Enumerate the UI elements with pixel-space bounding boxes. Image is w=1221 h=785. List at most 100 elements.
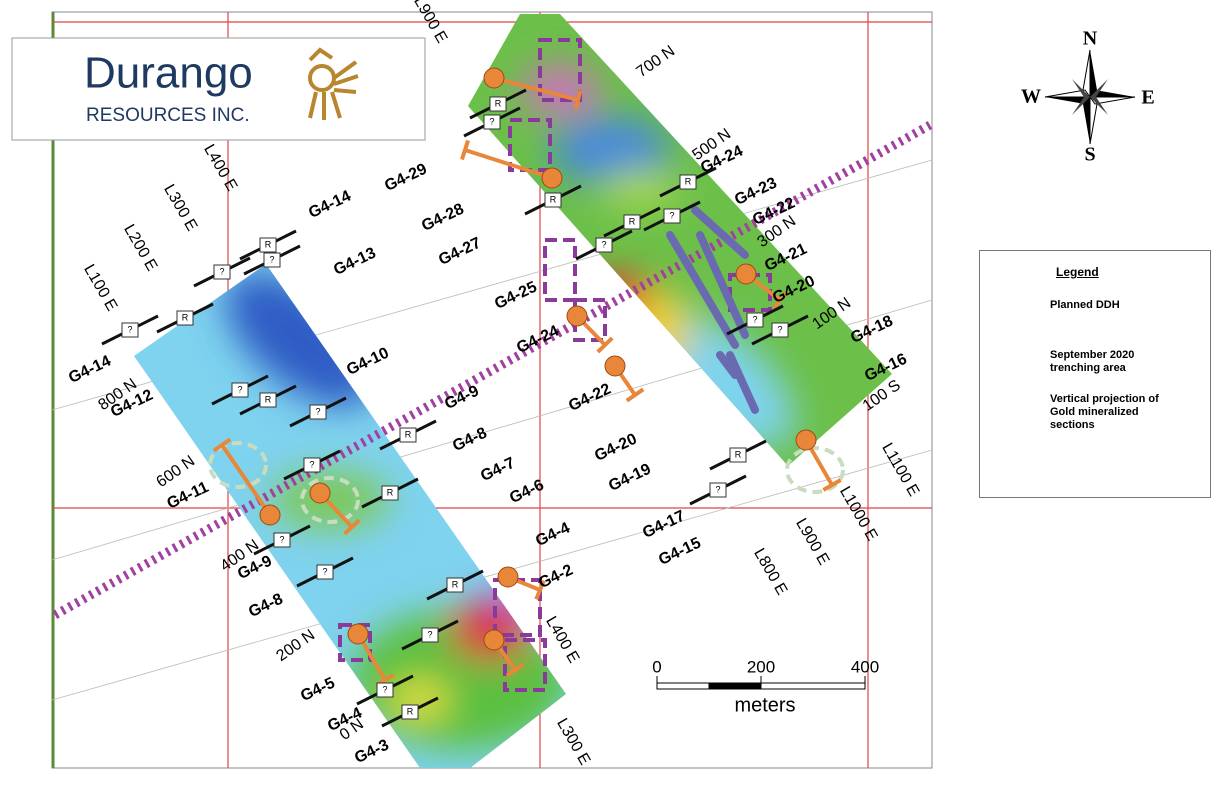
ddh-cap [212, 437, 232, 453]
ddh-collar [483, 67, 505, 89]
station-box [263, 252, 281, 268]
station-box [679, 174, 697, 190]
station-box [259, 392, 277, 408]
station-label: ? [219, 266, 224, 276]
legend: Legend Planned DDH September 2020 trench… [979, 250, 1211, 498]
ddh-cap [534, 579, 546, 601]
mineralized-section [538, 38, 582, 102]
station-label: R [387, 487, 394, 497]
logo-subtitle: RESOURCES INC. [86, 105, 250, 126]
survey-features: ?R?R??R?R?R??R?R?R?R?R?R??R? [101, 38, 845, 728]
ddh-cap [505, 662, 525, 678]
scale-tick: 400 [851, 657, 879, 676]
station-box [231, 382, 249, 398]
station-label: R [735, 449, 742, 459]
station-box [595, 237, 613, 253]
ddh-collar [497, 566, 519, 588]
station-box [259, 237, 277, 253]
ghost-target [785, 446, 845, 494]
station-box [729, 447, 747, 463]
station-label: R [405, 429, 412, 439]
station-box [121, 322, 139, 338]
station-box [316, 564, 334, 580]
station-box [709, 482, 727, 498]
trench [696, 231, 749, 339]
station-label: ? [752, 314, 757, 324]
station-label: R [495, 98, 502, 108]
scale-tick: 0 [652, 657, 661, 676]
station-label: R [265, 394, 272, 404]
station-label: ? [237, 384, 242, 394]
ddh-cap [343, 518, 361, 536]
station-label: R [685, 176, 692, 186]
station-label: ? [601, 239, 606, 249]
station-label: ? [127, 324, 132, 334]
mineralized-section [543, 238, 577, 302]
ddh-cap [573, 89, 583, 111]
station-label: R [265, 239, 272, 249]
ddh-collar [566, 305, 588, 327]
station-box [544, 192, 562, 208]
trench [691, 206, 749, 259]
ddh-collar [347, 623, 369, 645]
trench [716, 351, 739, 379]
ddh-cap [822, 478, 842, 492]
station-box [623, 214, 641, 230]
station-label: ? [315, 406, 320, 416]
station-box [273, 532, 291, 548]
ghost-target [300, 476, 360, 524]
station-box [421, 627, 439, 643]
ddh-cap [460, 139, 470, 161]
station-label: ? [382, 684, 387, 694]
ddh-cap [625, 387, 645, 403]
ddh-collar [483, 629, 505, 651]
logo-icon [308, 47, 359, 120]
ddh-collar [541, 167, 563, 189]
legend-item: September 2020 trenching area [1050, 349, 1135, 374]
logo-name: Durango [84, 49, 253, 98]
ddh-trace [493, 76, 579, 102]
ghost-target [208, 441, 268, 489]
station-box [663, 208, 681, 224]
station-box [213, 264, 231, 280]
compass-east: E [1141, 87, 1154, 109]
station-box [746, 312, 764, 328]
station-label: ? [269, 254, 274, 264]
station-box [176, 310, 194, 326]
ddh-trace [464, 148, 553, 180]
station-box [489, 96, 507, 112]
scale-tick: 200 [747, 657, 775, 676]
station-box [376, 682, 394, 698]
ddh-collar [735, 263, 757, 285]
station-label: ? [669, 210, 674, 220]
station-box [381, 485, 399, 501]
station-box [309, 404, 327, 420]
station-box [401, 704, 419, 720]
trench [666, 231, 739, 349]
station-label: ? [279, 534, 284, 544]
station-label: R [629, 216, 636, 226]
mineralized-section [338, 623, 372, 662]
station-box [303, 457, 321, 473]
compass: N W E S [1021, 28, 1155, 166]
ddh-collar [259, 504, 281, 526]
ddh-collar [309, 482, 331, 504]
station-label: ? [427, 629, 432, 639]
ddh-trace [220, 443, 272, 517]
legend-item: Planned DDH [1050, 299, 1120, 311]
ddh-cap [596, 336, 614, 354]
station-label: ? [309, 459, 314, 469]
station-box [399, 427, 417, 443]
ddh-cap [772, 290, 788, 310]
station-label: ? [715, 484, 720, 494]
legend-title: Legend [1056, 265, 1099, 279]
station-label: ? [489, 116, 494, 126]
station-label: R [452, 579, 459, 589]
ddh-collar [795, 429, 817, 451]
scale-bar: 0 200 400 meters [652, 657, 879, 716]
station-label: ? [322, 566, 327, 576]
trench [726, 351, 759, 414]
compass-south: S [1084, 144, 1095, 166]
legend-item: Vertical projection of Gold mineralized … [1050, 393, 1159, 431]
ddh-collar [604, 355, 626, 377]
